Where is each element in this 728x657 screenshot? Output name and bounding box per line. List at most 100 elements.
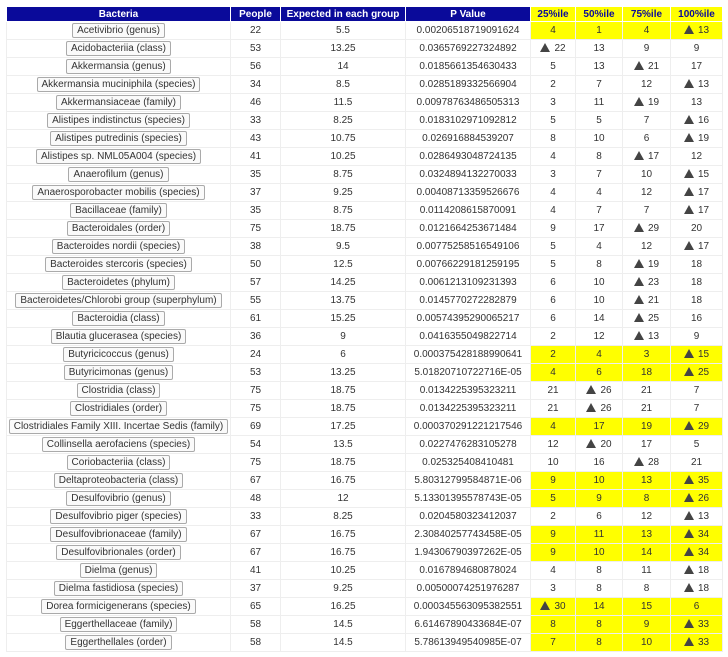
bacteria-button[interactable]: Bacteroidetes/Chlorobi group (superphylu… [15, 293, 222, 308]
bacteria-button[interactable]: Desulfovibrio (genus) [66, 491, 171, 506]
bacteria-button[interactable]: Clostridiales Family XIII. Incertae Sedi… [8, 419, 229, 434]
bacteria-button[interactable]: Eggerthellaceae (family) [59, 617, 178, 632]
bacteria-button[interactable]: Bacteroidales (order) [66, 221, 171, 236]
bacteria-cell: Desulfovibrionales (order) [6, 543, 231, 562]
bacteria-button[interactable]: Desulfovibrio piger (species) [50, 509, 187, 524]
bacteria-button[interactable]: Bacteroides stercoris (species) [45, 257, 192, 272]
bacteria-button[interactable]: Dielma fastidiosa (species) [53, 581, 184, 596]
quartile-cell: 16 [670, 111, 723, 130]
table-row: Bacteroidetes/Chlorobi group (superphylu… [6, 291, 723, 310]
quartile-cell: 25 [622, 309, 671, 328]
bacteria-button[interactable]: Akkermansia (genus) [66, 59, 171, 74]
people-cell: 65 [230, 597, 281, 616]
quartile-value: 16 [697, 115, 710, 126]
max-icon [586, 385, 597, 394]
bacteria-button[interactable]: Clostridia (class) [76, 383, 161, 398]
table-row: Akkermansiaceae (family) 46 11.5 0.00978763… [6, 93, 723, 112]
bacteria-button[interactable]: Collinsella aerofaciens (species) [41, 437, 196, 452]
bacteria-button[interactable]: Butyricicoccus (genus) [63, 347, 174, 362]
p-value-cell: 1.94306790397262E-05 [405, 543, 531, 562]
bacteria-cell: Butyricicoccus (genus) [6, 345, 231, 364]
bacteria-button[interactable]: Butyricimonas (genus) [63, 365, 174, 380]
max-icon [540, 601, 551, 610]
quartile-value: 10 [593, 475, 605, 486]
bacteria-button[interactable]: Bacteroides nordii (species) [51, 239, 186, 254]
p-value-cell: 5.80312799584871E-06 [405, 471, 531, 490]
bacteria-button[interactable]: Akkermansiaceae (family) [55, 95, 182, 110]
p-value-cell: 2.30840257743458E-05 [405, 525, 531, 544]
max-icon [683, 115, 694, 124]
quartile-value: 29 [647, 223, 660, 234]
bacteria-cell: Clostridiales (order) [6, 399, 231, 418]
bacteria-button[interactable]: Alistipes sp. NML05A004 (species) [35, 149, 202, 164]
bacteria-button[interactable]: Deltaproteobacteria (class) [53, 473, 184, 488]
quartile-cell: 21 [622, 57, 671, 76]
expected-cell: 9.25 [280, 183, 406, 202]
expected-cell: 18.75 [280, 219, 406, 238]
bacteria-button[interactable]: Desulfovibrionaceae (family) [50, 527, 187, 542]
bacteria-button[interactable]: Acetivibrio (genus) [72, 23, 165, 38]
quartile-cell: 9 [530, 219, 576, 238]
quartile-cell: 6 [530, 291, 576, 310]
bacteria-cell: Bacteroidetes (phylum) [6, 273, 231, 292]
quartile-cell: 14 [575, 597, 623, 616]
bacteria-cell: Acidobacteriia (class) [6, 39, 231, 58]
people-cell: 56 [230, 57, 281, 76]
bacteria-button[interactable]: Desulfovibrionales (order) [56, 545, 181, 560]
quartile-value: 2 [550, 349, 556, 360]
bacteria-button[interactable]: Clostridiales (order) [69, 401, 168, 416]
max-icon [683, 475, 694, 484]
bacteria-button[interactable]: Alistipes putredinis (species) [50, 131, 187, 146]
bacteria-button[interactable]: Bacteroidia (class) [72, 311, 165, 326]
bacteria-cell: Dorea formicigenerans (species) [6, 597, 231, 616]
p-value-cell: 0.0134225395323211 [405, 381, 531, 400]
expected-cell: 8.5 [280, 75, 406, 94]
bacteria-button[interactable]: Dorea formicigenerans (species) [41, 599, 196, 614]
bacteria-button[interactable]: Anaerosporobacter mobilis (species) [32, 185, 205, 200]
quartile-value: 17 [647, 151, 660, 162]
quartile-value: 4 [596, 349, 602, 360]
table-row: Alistipes indistinctus (species) 33 8.25 0.… [6, 111, 723, 130]
people-cell: 50 [230, 255, 281, 274]
quartile-cell: 4 [530, 201, 576, 220]
quartile-cell: 17 [670, 57, 723, 76]
bacteria-cell: Bacteroides stercoris (species) [6, 255, 231, 274]
bacteria-button[interactable]: Acidobacteriia (class) [65, 41, 172, 56]
bacteria-cell: Desulfovibrio piger (species) [6, 507, 231, 526]
quartile-value: 12 [640, 511, 653, 522]
bacteria-button[interactable]: Coriobacteriia (class) [66, 455, 171, 470]
table-row: Akkermansia muciniphila (species) 34 8.5 0.… [6, 75, 723, 94]
quartile-cell: 3 [530, 579, 576, 598]
bacteria-button[interactable]: Akkermansia muciniphila (species) [36, 77, 201, 92]
bacteria-cell: Akkermansiaceae (family) [6, 93, 231, 112]
bacteria-button[interactable]: Bacteroidetes (phylum) [62, 275, 175, 290]
quartile-value: 2 [550, 511, 556, 522]
quartile-cell: 13 [670, 21, 723, 40]
table-row: Bacteroides stercoris (species) 50 12.5 0.0… [6, 255, 723, 274]
quartile-value: 12 [690, 151, 703, 162]
expected-cell: 13.75 [280, 291, 406, 310]
quartile-cell: 7 [670, 399, 723, 418]
expected-cell: 13.5 [280, 435, 406, 454]
p-value-cell: 0.000375428188990641 [405, 345, 531, 364]
people-cell: 48 [230, 489, 281, 508]
bacteria-cell: Alistipes putredinis (species) [6, 129, 231, 148]
quartile-value: 13 [697, 25, 710, 36]
bacteria-button[interactable]: Dielma (genus) [79, 563, 158, 578]
quartile-cell: 12 [622, 75, 671, 94]
bacteria-button[interactable]: Bacillaceae (family) [70, 203, 167, 218]
bacteria-cell: Bacteroides nordii (species) [6, 237, 231, 256]
bacteria-button[interactable]: Alistipes indistinctus (species) [47, 113, 190, 128]
quartile-cell: 20 [670, 219, 723, 238]
bacteria-button[interactable]: Anaerofilum (genus) [68, 167, 169, 182]
quartile-cell: 21 [530, 399, 576, 418]
table-row: Desulfovibrionaceae (family) 67 16.75 2.308… [6, 525, 723, 544]
bacteria-button[interactable]: Blautia glucerasea (species) [50, 329, 187, 344]
table-row: Anaerofilum (genus) 35 8.75 0.0324894132270… [6, 165, 723, 184]
quartile-cell: 29 [670, 417, 723, 436]
bacteria-button[interactable]: Eggerthellales (order) [65, 635, 172, 650]
quartile-value: 17 [640, 439, 653, 450]
max-icon [633, 457, 644, 466]
quartile-cell: 18 [670, 561, 723, 580]
